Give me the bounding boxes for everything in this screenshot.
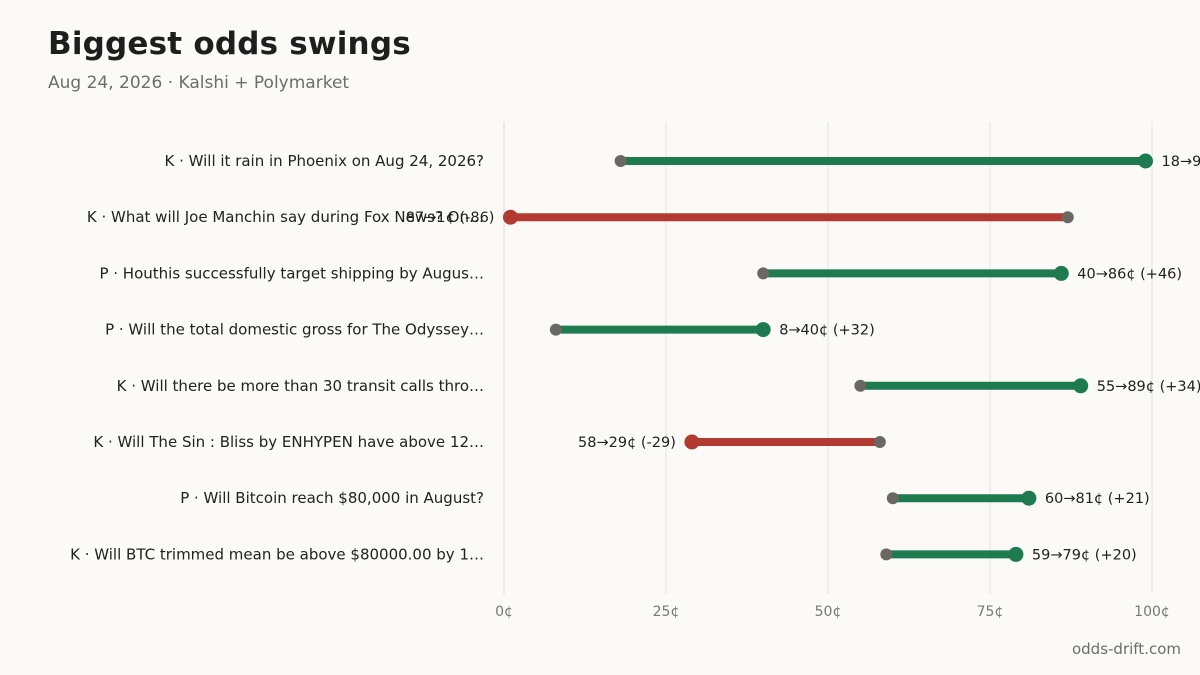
row-label: K · Will there be more than 30 transit c…: [117, 377, 484, 395]
row-label: K · What will Joe Manchin say during Fox…: [87, 208, 484, 226]
x-tick-label: 100¢: [1134, 604, 1170, 620]
x-tick-label: 25¢: [653, 604, 680, 620]
start-point: [614, 155, 627, 167]
row-label: K · Will BTC trimmed mean be above $8000…: [70, 545, 484, 563]
end-point: [1021, 490, 1037, 506]
value-label: 8→40¢ (+32): [779, 323, 875, 339]
end-point: [1008, 546, 1024, 562]
start-point: [873, 436, 886, 448]
value-label: 58→29¢ (-29): [578, 435, 676, 451]
end-point: [502, 209, 518, 225]
value-label: 18→99¢ (+81): [1162, 154, 1200, 170]
x-tick-label: 50¢: [815, 604, 842, 620]
row-label: P · Houthis successfully target shipping…: [99, 264, 484, 282]
chart-title: Biggest odds swings: [48, 26, 411, 62]
end-point: [1073, 378, 1089, 394]
end-point: [684, 434, 700, 450]
start-point: [1061, 211, 1074, 224]
end-point: [755, 322, 771, 338]
start-point: [886, 492, 899, 505]
x-tick-label: 0¢: [495, 604, 513, 620]
start-point: [757, 267, 770, 280]
end-point: [1053, 265, 1069, 281]
footer-credit: odds-drift.com: [1071, 640, 1181, 658]
value-label: 60→81¢ (+21): [1045, 491, 1150, 507]
start-point: [854, 379, 867, 392]
value-label: 87→1¢ (-86): [406, 210, 495, 226]
value-label: 55→89¢ (+34): [1097, 379, 1200, 395]
end-point: [1138, 153, 1154, 169]
row-label: P · Will Bitcoin reach $80,000 in August…: [180, 489, 484, 507]
value-label: 59→79¢ (+20): [1032, 547, 1137, 563]
value-label: 40→86¢ (+46): [1077, 266, 1182, 282]
start-point: [880, 548, 893, 561]
row-label: P · Will the total domestic gross for Th…: [105, 321, 484, 339]
x-tick-label: 75¢: [977, 604, 1004, 620]
chart-subtitle: Aug 24, 2026 · Kalshi + Polymarket: [48, 73, 350, 93]
start-point: [549, 323, 562, 336]
row-label: K · Will it rain in Phoenix on Aug 24, 2…: [164, 152, 484, 170]
row-label: K · Will The Sin : Bliss by ENHYPEN have…: [93, 433, 484, 451]
